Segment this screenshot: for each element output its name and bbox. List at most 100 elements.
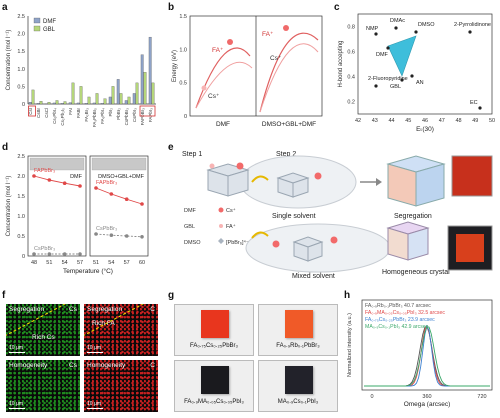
scale-bar [9, 407, 25, 409]
eds-map-tile: Segregation C Rich FA 10 μm [84, 304, 158, 356]
bar [127, 96, 131, 105]
x-tick-label: 46 [422, 118, 428, 124]
x-tick-label: 50 [489, 118, 495, 124]
y-tick-label: 0.5 [179, 81, 187, 87]
x-tick-label: 60 [139, 260, 145, 266]
segregated-crystal-cube [386, 155, 446, 207]
x-tick-label: 48 [455, 118, 461, 124]
panel-label: g [168, 290, 175, 301]
crystal-composition: FA₀.₉Rb₀.₁PbBr₃ [276, 343, 320, 349]
x-tick-label: FAPbI₃ [148, 108, 153, 122]
rocking-curve [364, 326, 490, 387]
legend: DMF Cs⁺ GBL FA⁺ DMSO [PbBr₆]⁴⁻ [184, 207, 249, 246]
x-tick-label: Cs₂Pb₂I₅ [60, 108, 65, 126]
bar-chart-a: 0 0.5 1.0 1.5 2.0 2.5 Concentration (mol l⁻¹) C… [6, 14, 156, 127]
element-label: C [150, 306, 155, 313]
y-tick-label: 0 [22, 254, 25, 260]
scale-bar-label: 10 μm [87, 345, 101, 351]
x-tick-label: FAPbBr₃ [140, 108, 145, 126]
panel-d: d 0 0.5 1.0 1.5 2.0 2.5 Concentration (mol l⁻¹… [2, 142, 162, 282]
legend-swatch [33, 25, 41, 32]
data-point [140, 235, 144, 239]
energy-curve [195, 61, 253, 109]
y-tick-label: 0.6 [347, 50, 355, 56]
fa-ion [219, 224, 223, 228]
panel-label: d [2, 142, 9, 153]
step1-label: Step 1 [182, 151, 202, 158]
fa-ion [209, 163, 215, 169]
map-title: Homogeneity [9, 362, 48, 369]
x-tick-label: 54 [108, 260, 114, 266]
legend-fa: FA⁺ [226, 223, 236, 230]
y-tick-label: 0.5 [17, 234, 25, 240]
element-label: Cs [69, 362, 77, 369]
data-point [78, 252, 82, 256]
y-tick-label: 0.8 [347, 25, 355, 31]
crystal-composition: FA₀.₇₅Cs₀.₂₅PbBr₃ [190, 343, 238, 349]
x-tick-label: 48 [31, 260, 37, 266]
bar [47, 102, 51, 105]
precursor-lattice-top [206, 163, 250, 197]
panel-a: a 0 0.5 1.0 1.5 2.0 2.5 Concentration (mol l⁻¹… [2, 2, 162, 142]
bar [143, 72, 147, 105]
x-tick-label: 51 [46, 260, 52, 266]
x-tick-label: 720 [477, 394, 486, 400]
solvent-label: NMP [366, 26, 379, 32]
bar [55, 100, 59, 105]
cs-ion [218, 207, 224, 213]
solvent-point [374, 32, 378, 36]
y-tick-label: 0.4 [347, 75, 355, 81]
scale-bar [87, 351, 103, 353]
plot-frame [89, 155, 149, 257]
solvent-label: GBL [390, 84, 401, 90]
data-point [140, 202, 144, 206]
bar [132, 93, 136, 105]
series-line [95, 233, 143, 238]
y-tick-label: 1.5 [17, 194, 25, 200]
solvent-label: EC [470, 100, 478, 106]
species-label: FA⁺ [262, 31, 274, 38]
x-axis-label: Eₜ(30) [416, 126, 434, 133]
crystal-photo: FA₀.₇₅Cs₀.₂₅PbBr₃ [174, 304, 254, 356]
cs-ion [330, 236, 338, 244]
x-tick-label: 57 [77, 260, 83, 266]
cs-ion [314, 172, 322, 180]
crystal-photo: FA₀.₉Rb₀.₁PbBr₃ [258, 304, 338, 356]
x-tick-label: CsPbI₃ [132, 108, 137, 122]
homogeneous-crystal-core [456, 234, 484, 262]
bar [28, 102, 32, 105]
y-axis-label: Normalized intensity (a.u.) [347, 313, 353, 377]
solvent-point [394, 26, 398, 30]
y-tick-label: 2.5 [17, 14, 25, 20]
bar [31, 89, 35, 105]
bar [148, 36, 152, 105]
bar [92, 102, 96, 105]
highlight-box [28, 105, 36, 117]
ion-marker [283, 25, 289, 31]
bar [39, 101, 43, 105]
y-tick-label: 1.0 [17, 214, 25, 220]
legend-dmf: DMF [184, 208, 197, 214]
x-tick-label: 42 [355, 118, 361, 124]
x-tick-label: FAI [68, 108, 73, 115]
panel-h: h 0 360 720 Omega (arcsec) Normalized intens… [344, 290, 498, 416]
panel-g: g FA₀.₇₅Cs₀.₂₅PbBr₃ FA₀.₉Rb₀.₁PbBr₃ FA₀.₉M… [168, 290, 340, 416]
mixed-lattice [292, 236, 324, 262]
data-point [32, 174, 36, 178]
mixed-solvent-label: Mixed solvent [292, 273, 335, 280]
x-tick-label: 43 [372, 118, 378, 124]
bar [76, 102, 80, 105]
rocking-curve [364, 324, 490, 387]
series-label: FAPbBr₃ [96, 180, 117, 186]
bar [116, 79, 120, 105]
bar [140, 54, 144, 105]
crystal-photo: MA₀.₉Cs₀.₁PbI₃ [258, 360, 338, 412]
series-line [33, 175, 81, 187]
data-point [78, 184, 82, 188]
mixture-triangle [387, 35, 417, 77]
region-label: Rich Cs [32, 334, 55, 341]
eds-map-tile: Homogeneity Cs 10 μm [6, 360, 80, 412]
panel-f: f Segregation Cs Rich Cs 10 μm Segregation C R… [2, 290, 160, 416]
data-point [32, 252, 36, 256]
segregation-label: Segregation [394, 213, 432, 220]
